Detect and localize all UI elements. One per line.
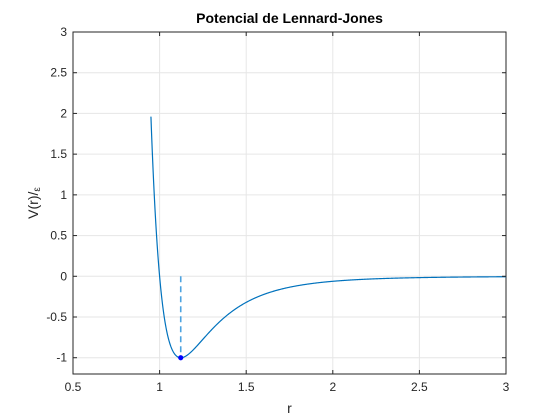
minimum-point-marker [178, 355, 184, 361]
y-tick-label: 2.5 [50, 66, 67, 80]
x-tick-label: 2.5 [411, 380, 428, 394]
y-tick-label: 0 [60, 269, 67, 283]
y-tick-label: 3 [60, 25, 67, 39]
data-series [150, 116, 506, 361]
y-axis-label: V(r)/ε [25, 187, 43, 219]
plot-area [72, 31, 507, 375]
tick-labels: 0.5 1 1.5 2 2.5 3 -1 -0.5 0 0.5 1 1.5 2 2.5 3 [46, 25, 509, 394]
y-axis-label-epsilon: ε [32, 187, 43, 192]
chart-title: Potencial de Lennard-Jones [196, 10, 383, 26]
potential-curve [150, 116, 506, 359]
y-tick-label: 0.5 [50, 229, 67, 243]
grid-lines [72, 31, 507, 374]
x-tick-label: 1 [156, 380, 163, 394]
x-tick-label: 1.5 [238, 380, 255, 394]
y-tick-label: -1 [56, 351, 67, 365]
x-tick-label: 0.5 [65, 380, 82, 394]
x-tick-label: 2 [329, 380, 336, 394]
x-axis-label: r [287, 400, 292, 416]
y-tick-label: 1.5 [50, 147, 67, 161]
y-tick-label: 2 [60, 106, 67, 120]
y-axis-label-main: V(r)/ [25, 192, 41, 219]
y-tick-label: 1 [60, 188, 67, 202]
x-tick-label: 3 [503, 380, 510, 394]
y-tick-label: -0.5 [46, 310, 67, 324]
